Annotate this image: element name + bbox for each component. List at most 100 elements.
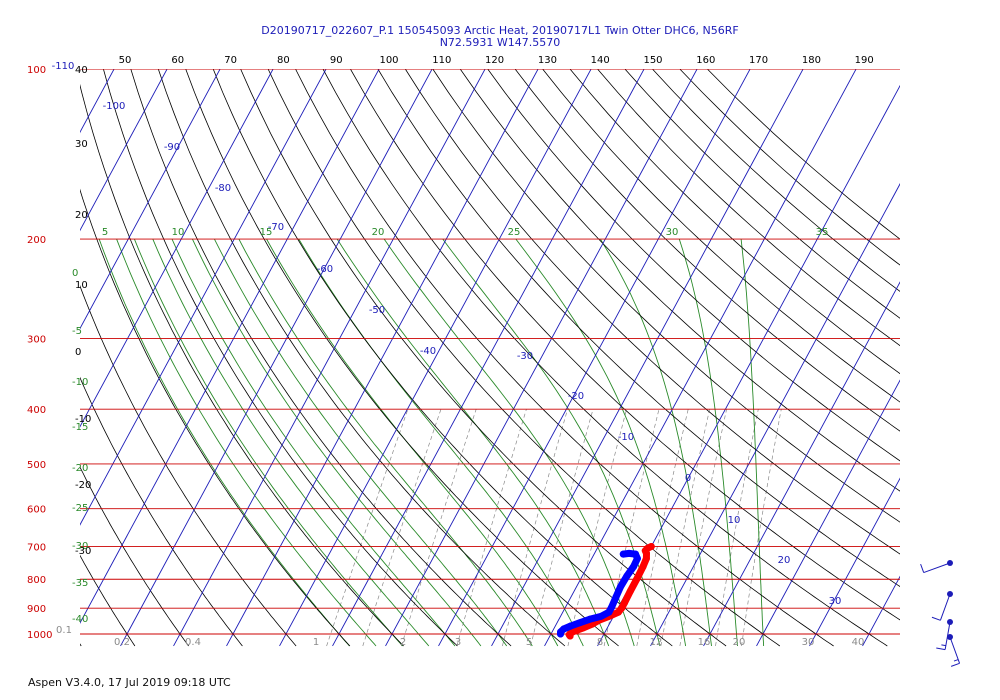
mixing-ratio-label: 0.1 [56, 625, 72, 636]
dewpoint-point [557, 630, 564, 638]
isotherm-line [173, 69, 486, 647]
isotherm-line [80, 69, 327, 526]
dry-adiabat-line [130, 69, 512, 647]
mixing-ratio-label: 40 [852, 637, 865, 648]
dry-adiabat-line [377, 69, 900, 588]
wind-barb-half-flag [953, 659, 959, 662]
moist-adiabat-line [238, 238, 533, 647]
isotherm-label: 0 [685, 473, 691, 484]
moist-adiabat-side-label: -10 [72, 377, 88, 388]
moist-adiabat-top-label: 20 [372, 227, 385, 238]
moist-adiabat-side-label: -15 [72, 422, 88, 433]
dry-adiabat-label: 20 [75, 210, 88, 221]
wind-barb-staff [949, 636, 961, 664]
dry-adiabat-line [0, 69, 27, 646]
dry-adiabat-line [542, 69, 900, 403]
top-axis-tick-label: 140 [591, 55, 610, 66]
dewpoint-point [625, 549, 633, 557]
moist-adiabat-top-label: 35 [816, 227, 829, 238]
top-axis-tick-label: 150 [643, 55, 662, 66]
top-axis-tick-label: 50 [119, 55, 132, 66]
temperature-point [621, 599, 629, 607]
isotherm-label: 10 [728, 515, 741, 526]
mixing-ratio-label: 2 [400, 637, 406, 648]
top-axis-tick-label: 160 [696, 55, 715, 66]
isotherm-line [332, 69, 645, 647]
dry-adiabat-line [514, 69, 900, 432]
moist-adiabat-side-label: 0 [72, 268, 78, 279]
isotherm-label: -40 [420, 346, 436, 357]
dry-adiabat-label: 0 [75, 347, 81, 358]
top-axis-tick-label: 70 [224, 55, 237, 66]
temperature-point [642, 555, 650, 562]
isotherm-line [491, 69, 804, 647]
mixing-ratio-label: 5 [526, 637, 532, 648]
dewpoint-point [633, 555, 641, 562]
moist-adiabat-side-label: -20 [72, 463, 88, 474]
top-axis-tick-label: 130 [538, 55, 557, 66]
dewpoint-point [597, 612, 605, 620]
wind-barb-half-flag [941, 644, 946, 647]
mixing-ratio-line [362, 409, 442, 647]
isotherm-label: -60 [317, 264, 333, 275]
dewpoint-point [605, 608, 613, 616]
isotherm-label: -80 [215, 183, 231, 194]
pressure-tick-label: 200 [27, 235, 46, 246]
wind-barb-station-dot [947, 560, 953, 566]
mixing-ratio-line [715, 409, 759, 647]
dry-adiabat-line [597, 69, 900, 347]
temperature-point [633, 575, 641, 583]
isotherm-line [279, 69, 592, 647]
moist-adiabat-side-label: -35 [72, 578, 88, 589]
top-axis-tick-label: 190 [855, 55, 874, 66]
dewpoint-point [617, 583, 624, 591]
mixing-ratio-label: 8 [597, 637, 603, 648]
temperature-point [614, 608, 622, 616]
wind-barb-flag [920, 563, 925, 573]
dewpoint-point [608, 603, 616, 611]
dry-adiabat-line [487, 69, 900, 462]
top-axis-tick-label: 90 [330, 55, 343, 66]
pressure-tick-label: 600 [27, 505, 46, 516]
pressure-tick-label: 1000 [27, 630, 52, 641]
top-axis-tick-label: 100 [379, 55, 398, 66]
dry-adiabat-label: -20 [75, 480, 91, 491]
dry-adiabat-line [80, 83, 404, 647]
isotherm-label: 20 [778, 555, 791, 566]
moist-adiabat-top-label: 5 [102, 227, 108, 238]
mixing-ratio-label: 12 [650, 637, 663, 648]
dewpoint-point [576, 619, 584, 627]
dewpoint-point [619, 550, 627, 558]
mixing-ratio-line [502, 409, 568, 647]
top-axis-tick-label: 60 [171, 55, 184, 66]
top-axis-tick-label: 170 [749, 55, 768, 66]
dry-adiabat-line [103, 69, 458, 647]
dry-adiabat-line [80, 285, 297, 647]
isotherm-line [0, 56, 68, 646]
dry-adiabat-line [624, 69, 900, 319]
dry-adiabat-line [80, 554, 136, 647]
wind-barb-staff [939, 593, 951, 621]
mixing-ratio-line [567, 409, 627, 647]
dry-adiabat-line [80, 376, 243, 647]
moist-adiabat-line [336, 238, 610, 647]
wind-barb-flag [936, 647, 946, 651]
dry-adiabat-line [432, 69, 900, 523]
dry-adiabat-label: 10 [75, 280, 88, 291]
mixing-ratio-line [530, 409, 594, 647]
pressure-tick-label: 300 [27, 335, 46, 346]
mixing-ratio-line [456, 409, 527, 647]
isotherm-line [80, 69, 380, 624]
isotherm-label: -10 [618, 432, 634, 443]
pressure-tick-label: 900 [27, 604, 46, 615]
isotherm-line [385, 69, 698, 647]
moist-adiabat-side-label: -25 [72, 503, 88, 514]
moist-adiabat-line [213, 238, 508, 647]
moist-adiabat-side-label: -5 [72, 326, 82, 337]
mixing-ratio-line [326, 409, 409, 647]
isotherm-line [80, 69, 115, 134]
wind-barb-staff [923, 562, 951, 574]
dry-adiabat-line [322, 69, 888, 647]
dewpoint-point [567, 622, 575, 630]
